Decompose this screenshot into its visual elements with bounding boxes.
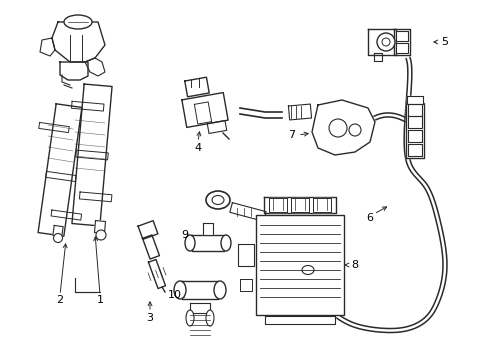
Ellipse shape	[205, 191, 229, 209]
Text: 10: 10	[168, 290, 182, 300]
Polygon shape	[39, 122, 69, 132]
Polygon shape	[148, 260, 165, 288]
Polygon shape	[395, 43, 407, 53]
Ellipse shape	[221, 235, 230, 251]
Text: 6: 6	[366, 213, 373, 223]
Polygon shape	[38, 104, 82, 236]
Text: 3: 3	[146, 313, 153, 323]
Polygon shape	[52, 22, 105, 62]
Ellipse shape	[302, 266, 313, 274]
Polygon shape	[79, 192, 112, 202]
Polygon shape	[60, 62, 88, 80]
Polygon shape	[407, 116, 421, 128]
Text: 4: 4	[194, 143, 201, 153]
Text: 2: 2	[56, 295, 63, 305]
Ellipse shape	[214, 281, 225, 299]
Polygon shape	[238, 244, 253, 266]
Circle shape	[348, 124, 360, 136]
Polygon shape	[207, 121, 226, 134]
Polygon shape	[312, 198, 330, 212]
Circle shape	[328, 119, 346, 137]
Text: 1: 1	[96, 295, 103, 305]
Polygon shape	[71, 101, 104, 111]
Polygon shape	[72, 84, 112, 226]
Polygon shape	[407, 144, 421, 156]
Ellipse shape	[295, 261, 319, 279]
Polygon shape	[406, 96, 422, 104]
Polygon shape	[76, 150, 108, 160]
Polygon shape	[407, 130, 421, 142]
Polygon shape	[203, 223, 213, 235]
Polygon shape	[142, 235, 159, 259]
Circle shape	[53, 234, 62, 243]
Polygon shape	[45, 171, 76, 181]
Polygon shape	[138, 221, 158, 239]
Polygon shape	[290, 198, 308, 212]
Polygon shape	[40, 38, 55, 56]
Polygon shape	[194, 102, 211, 124]
Polygon shape	[373, 53, 381, 61]
Polygon shape	[192, 235, 224, 251]
Polygon shape	[264, 316, 334, 324]
Text: 9: 9	[181, 230, 188, 240]
Ellipse shape	[184, 235, 195, 251]
Polygon shape	[311, 100, 374, 155]
Polygon shape	[94, 221, 105, 233]
Ellipse shape	[212, 195, 224, 204]
Polygon shape	[184, 77, 209, 97]
Text: 5: 5	[441, 37, 447, 47]
Polygon shape	[268, 198, 286, 212]
Polygon shape	[182, 93, 227, 127]
Polygon shape	[395, 31, 407, 41]
Text: 7: 7	[288, 130, 295, 140]
Polygon shape	[264, 197, 335, 213]
Polygon shape	[182, 281, 218, 299]
Polygon shape	[53, 225, 63, 237]
Bar	[256, 215, 343, 315]
Ellipse shape	[64, 15, 92, 29]
Polygon shape	[407, 104, 421, 116]
Polygon shape	[85, 58, 105, 76]
Polygon shape	[367, 29, 395, 55]
Polygon shape	[240, 279, 251, 291]
Circle shape	[381, 38, 389, 46]
Ellipse shape	[185, 310, 194, 326]
Ellipse shape	[174, 281, 185, 299]
Polygon shape	[288, 104, 311, 120]
Circle shape	[96, 230, 106, 240]
Circle shape	[376, 33, 394, 51]
Polygon shape	[51, 210, 81, 220]
Polygon shape	[405, 103, 423, 158]
Ellipse shape	[205, 310, 214, 326]
Polygon shape	[229, 203, 265, 221]
Text: 8: 8	[351, 260, 358, 270]
Polygon shape	[393, 29, 409, 55]
Polygon shape	[190, 303, 209, 313]
